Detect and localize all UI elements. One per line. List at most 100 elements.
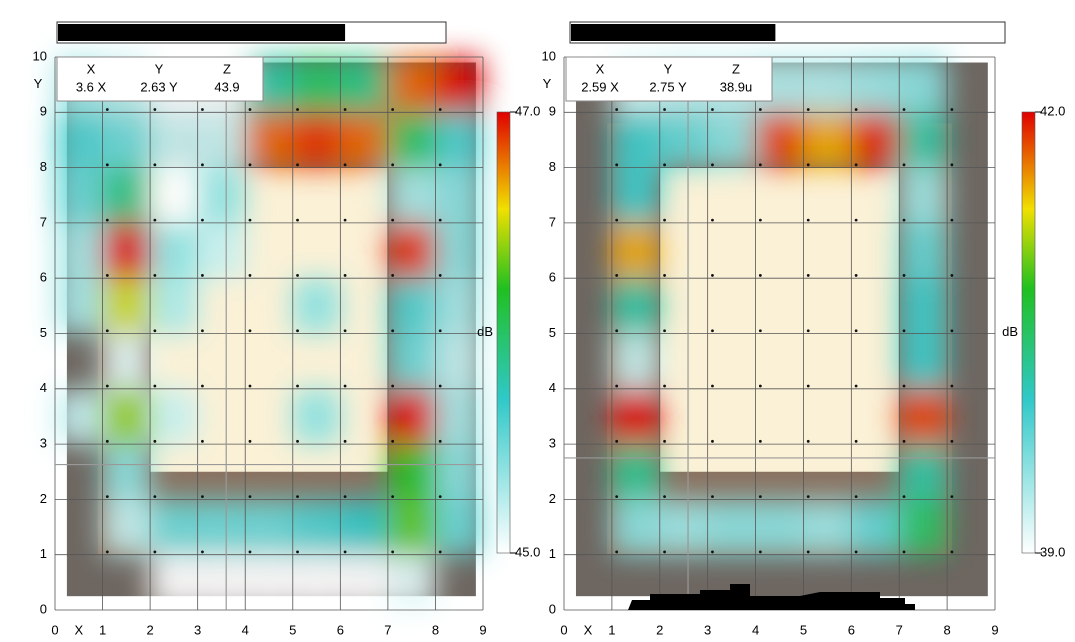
heat-cell [899, 389, 947, 444]
measure-dot [903, 495, 906, 498]
heat-cell [851, 444, 899, 499]
heat-cell [150, 555, 198, 610]
x-tick-label: 1 [608, 622, 615, 637]
measure-dot [344, 163, 347, 166]
colorbar [497, 112, 510, 553]
heat-cell [103, 389, 151, 444]
heat-cell [150, 499, 198, 554]
heat-cell [660, 112, 708, 167]
measure-dot [296, 551, 299, 554]
measure-dot [249, 495, 252, 498]
heat-cell [564, 444, 612, 499]
readout-value: 2.59 X [581, 79, 619, 94]
measure-dot [759, 219, 762, 222]
heat-cell [55, 278, 103, 333]
x-tick-label: 1 [99, 622, 106, 637]
heat-cell [947, 499, 995, 554]
heat-cell [708, 499, 756, 554]
heat-cell [293, 278, 341, 333]
heat-cell [803, 389, 851, 444]
measure-dot [615, 274, 618, 277]
measure-dot [296, 163, 299, 166]
measure-dot [296, 495, 299, 498]
measure-dot [391, 440, 394, 443]
heat-cell [708, 278, 756, 333]
measure-dot [759, 385, 762, 388]
measure-dot [951, 163, 954, 166]
readout-value: 43.9 [214, 79, 239, 94]
heat-cell [851, 499, 899, 554]
heat-cell [660, 389, 708, 444]
y-tick-label: 6 [549, 270, 556, 285]
measure-dot [903, 108, 906, 111]
heat-cell [103, 499, 151, 554]
heat-cell [340, 57, 388, 112]
readout-header: Y [155, 61, 164, 76]
heat-cell [198, 112, 246, 167]
heat-cell [947, 168, 995, 223]
x-tick-label: 0 [51, 622, 58, 637]
heat-cell [293, 334, 341, 389]
heat-cell [708, 168, 756, 223]
measure-dot [439, 551, 442, 554]
heat-cell [340, 444, 388, 499]
heat-cell [55, 112, 103, 167]
measure-dot [951, 495, 954, 498]
measure-dot [153, 163, 156, 166]
heat-cell [564, 112, 612, 167]
y-tick-label: 0 [549, 601, 556, 616]
measure-dot [153, 551, 156, 554]
heat-cell [103, 444, 151, 499]
heat-cell [245, 334, 293, 389]
heat-cell [388, 278, 436, 333]
heat-cell [899, 223, 947, 278]
y-tick-label: 3 [40, 436, 47, 451]
measure-dot [439, 495, 442, 498]
heat-cell [198, 389, 246, 444]
measure-dot [391, 329, 394, 332]
heat-cell [899, 444, 947, 499]
heat-cell [660, 223, 708, 278]
measure-dot [951, 551, 954, 554]
heat-cell [340, 389, 388, 444]
heat-cell [899, 278, 947, 333]
y-tick-label: 7 [40, 214, 47, 229]
measure-dot [903, 219, 906, 222]
measure-dot [615, 219, 618, 222]
measure-dot [903, 440, 906, 443]
measure-dot [855, 329, 858, 332]
y-tick-label: 7 [549, 214, 556, 229]
heat-cell [660, 168, 708, 223]
heat-cell [756, 278, 804, 333]
measure-dot [903, 551, 906, 554]
colorbar-tick-label: 45.0 [515, 544, 540, 559]
heat-cell [435, 168, 483, 223]
measure-dot [106, 440, 109, 443]
readout-header: Z [223, 61, 231, 76]
measure-dot [344, 108, 347, 111]
heat-cell [564, 499, 612, 554]
heat-cell [150, 223, 198, 278]
colorbar-label: dB [477, 324, 493, 339]
measure-dot [759, 440, 762, 443]
heat-cell [756, 223, 804, 278]
heat-cell [388, 499, 436, 554]
heat-cell [150, 112, 198, 167]
heat-cell [293, 555, 341, 610]
heat-cell [435, 499, 483, 554]
y-tick-label: 4 [549, 380, 556, 395]
measure-dot [759, 274, 762, 277]
measure-dot [807, 551, 810, 554]
heat-cell [803, 223, 851, 278]
y-tick-label: 5 [40, 325, 47, 340]
measure-dot [903, 274, 906, 277]
heat-cell [756, 334, 804, 389]
heat-cell [708, 334, 756, 389]
heat-cell [803, 334, 851, 389]
measure-dot [711, 551, 714, 554]
heat-cell [245, 112, 293, 167]
heat-cell [293, 444, 341, 499]
heat-cell [388, 57, 436, 112]
heat-cell [55, 223, 103, 278]
heat-cell [947, 555, 995, 610]
